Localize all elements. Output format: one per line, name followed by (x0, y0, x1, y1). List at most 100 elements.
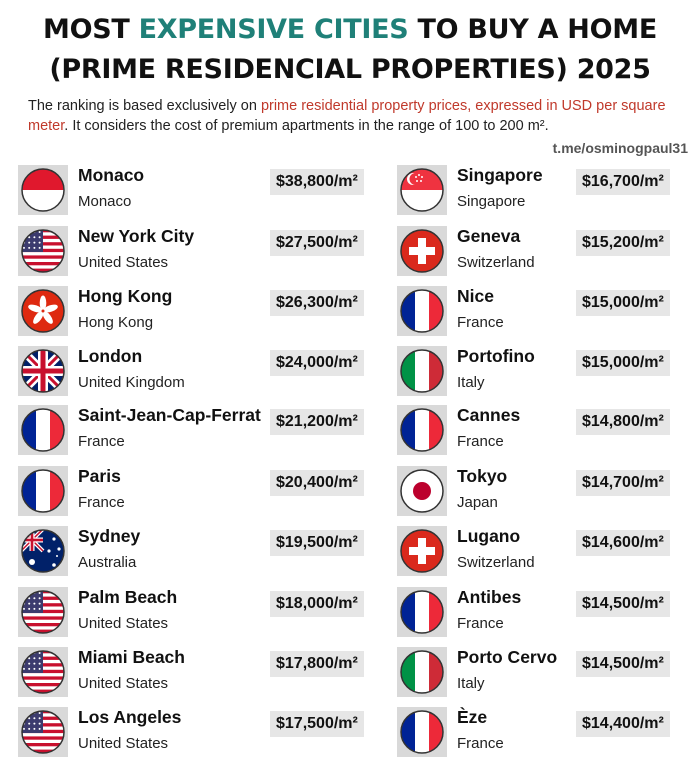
city-name: Nice (457, 286, 494, 306)
price-per-square-meter: $14,500/m² (576, 651, 670, 677)
city-entry: Porto Cervo Italy $14,500/m² (397, 647, 684, 703)
city-entry: Èze France $14,400/m² (397, 707, 684, 763)
city-name: Saint-Jean-Cap-Ferrat (78, 405, 261, 425)
city-name: Cannes (457, 405, 521, 425)
city-name: Geneva (457, 226, 521, 246)
country-name: France (457, 735, 504, 752)
country-name: Australia (78, 554, 137, 571)
france-flag-icon-svg (400, 710, 444, 754)
country-name: United States (78, 675, 169, 692)
italy-flag-icon-svg (400, 650, 444, 694)
city-entry: Lugano Switzerland $14,600/m² (397, 526, 684, 582)
city-name: Singapore (457, 165, 543, 185)
city-entry: Antibes France $14,500/m² (397, 587, 684, 643)
price-per-square-meter: $16,700/m² (576, 169, 670, 195)
italy-flag-icon-svg (400, 349, 444, 393)
france-flag-icon (397, 286, 447, 336)
city-entry: Palm Beach United States $18,000/m² (18, 587, 380, 643)
australia-flag-icon (18, 526, 68, 576)
subtitle-post: . It considers the cost of premium apart… (64, 118, 549, 134)
france-flag-icon (18, 405, 68, 455)
price-per-square-meter: $24,000/m² (270, 350, 364, 376)
country-name: France (457, 433, 504, 450)
city-entry: Sydney Australia $19,500/m² (18, 526, 380, 582)
city-entry: Geneva Switzerland $15,200/m² (397, 226, 684, 282)
city-name: Monaco (78, 165, 145, 185)
italy-flag-icon (397, 346, 447, 396)
france-flag-icon-svg (400, 590, 444, 634)
country-name: United States (78, 735, 169, 752)
switzerland-flag-icon-svg (400, 529, 444, 573)
uk-flag-icon (18, 346, 68, 396)
city-name: Los Angeles (78, 707, 182, 727)
city-name: Èze (457, 707, 488, 727)
price-per-square-meter: $27,500/m² (270, 230, 364, 256)
city-entry: Tokyo Japan $14,700/m² (397, 466, 684, 522)
price-per-square-meter: $15,000/m² (576, 290, 670, 316)
usa-flag-icon (18, 707, 68, 757)
singapore-flag-icon-svg (400, 168, 444, 212)
hong-kong-flag-icon (18, 286, 68, 336)
title-post: TO BUY A HOME (408, 14, 657, 45)
france-flag-icon-svg (21, 469, 65, 513)
city-name: New York City (78, 226, 195, 246)
usa-flag-icon (18, 587, 68, 637)
city-name: Hong Kong (78, 286, 173, 306)
city-name: Antibes (457, 587, 522, 607)
switzerland-flag-icon (397, 526, 447, 576)
france-flag-icon (397, 405, 447, 455)
credit-link[interactable]: t.me/osminogpaul31 (552, 140, 688, 156)
price-per-square-meter: $17,500/m² (270, 711, 364, 737)
country-name: Italy (457, 374, 485, 391)
country-name: Switzerland (457, 554, 535, 571)
title-line-1: MOST EXPENSIVE CITIES TO BUY A HOME (0, 14, 700, 45)
usa-flag-icon-svg (21, 229, 65, 273)
france-flag-icon (397, 707, 447, 757)
city-entry: Portofino Italy $15,000/m² (397, 346, 684, 402)
city-name: Miami Beach (78, 647, 185, 667)
price-per-square-meter: $38,800/m² (270, 169, 364, 195)
country-name: France (78, 433, 125, 450)
italy-flag-icon (397, 647, 447, 697)
country-name: Singapore (457, 193, 526, 210)
title-line-2: (PRIME RESIDENCIAL PROPERTIES) 2025 (49, 54, 651, 85)
price-per-square-meter: $15,200/m² (576, 230, 670, 256)
city-name: Palm Beach (78, 587, 178, 607)
country-name: United States (78, 254, 169, 271)
usa-flag-icon (18, 647, 68, 697)
city-name: Portofino (457, 346, 535, 366)
switzerland-flag-icon (397, 226, 447, 276)
usa-flag-icon (18, 226, 68, 276)
city-entry: Hong Kong Hong Kong $26,300/m² (18, 286, 380, 342)
title-highlight: EXPENSIVE CITIES (138, 14, 409, 45)
subtitle: The ranking is based exclusively on prim… (28, 96, 688, 136)
price-per-square-meter: $14,600/m² (576, 530, 670, 556)
subtitle-highlight: prime residential property prices, expre… (28, 98, 666, 134)
price-per-square-meter: $14,500/m² (576, 591, 670, 617)
country-name: Italy (457, 675, 485, 692)
france-flag-icon (397, 587, 447, 637)
country-name: Japan (457, 494, 498, 511)
price-per-square-meter: $18,000/m² (270, 591, 364, 617)
city-entry: Singapore Singapore $16,700/m² (397, 165, 684, 221)
price-per-square-meter: $19,500/m² (270, 530, 364, 556)
country-name: Hong Kong (78, 314, 154, 331)
city-name: Porto Cervo (457, 647, 558, 667)
price-per-square-meter: $17,800/m² (270, 651, 364, 677)
country-name: France (457, 615, 504, 632)
japan-flag-icon (397, 466, 447, 516)
city-entry: Cannes France $14,800/m² (397, 405, 684, 461)
usa-flag-icon-svg (21, 590, 65, 634)
city-name: Paris (78, 466, 121, 486)
country-name: France (78, 494, 125, 511)
city-entry: Nice France $15,000/m² (397, 286, 684, 342)
usa-flag-icon-svg (21, 710, 65, 754)
price-per-square-meter: $20,400/m² (270, 470, 364, 496)
title-pre: MOST (43, 14, 139, 45)
france-flag-icon-svg (21, 408, 65, 452)
price-per-square-meter: $21,200/m² (270, 409, 364, 435)
uk-flag-icon-svg (21, 349, 65, 393)
country-name: United Kingdom (78, 374, 185, 391)
price-per-square-meter: $15,000/m² (576, 350, 670, 376)
monaco-flag-icon (18, 165, 68, 215)
